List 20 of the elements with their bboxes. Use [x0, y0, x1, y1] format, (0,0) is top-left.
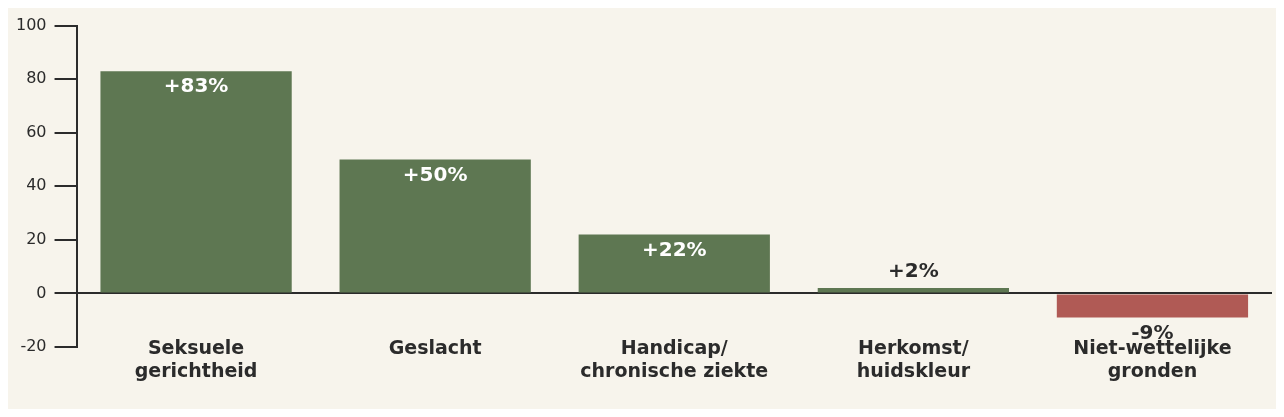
data-label: +50%: [402, 161, 468, 186]
y-tick-label: 100: [15, 14, 47, 34]
bar: [339, 159, 531, 293]
x-tick-label: Herkomst/ huidskleur: [856, 335, 971, 381]
y-tick-label: 80: [26, 68, 47, 88]
x-tick-label: Geslacht: [388, 335, 482, 358]
data-label: +83%: [163, 73, 229, 98]
y-tick-label: 20: [26, 229, 47, 249]
y-tick-label: 0: [36, 282, 47, 302]
y-tick-label: -20: [20, 336, 47, 356]
x-tick-label: Seksuele gerichtheid: [134, 335, 258, 381]
bar: [578, 234, 770, 293]
data-label: +2%: [888, 258, 939, 283]
y-tick-label: 40: [26, 175, 47, 195]
bar: [817, 288, 1009, 293]
data-label: +22%: [641, 236, 707, 261]
y-tick-label: 60: [26, 121, 47, 141]
x-tick-label: Handicap/ chronische ziekte: [580, 335, 769, 381]
bar: [100, 71, 292, 293]
bar: [1056, 294, 1249, 318]
